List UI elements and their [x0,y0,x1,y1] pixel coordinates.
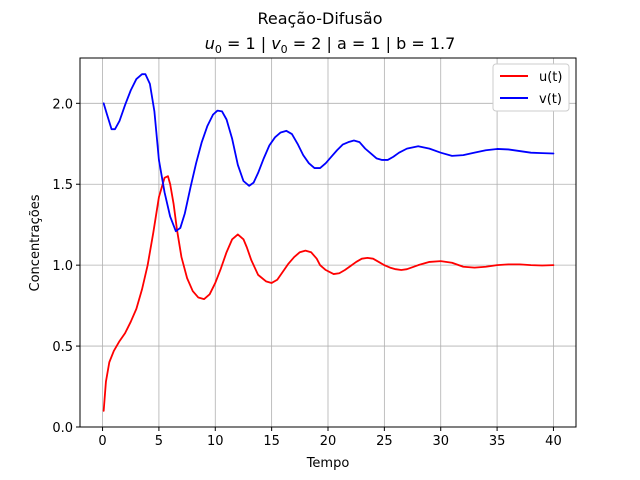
y-tick-label: 2.0 [52,97,73,112]
y-tick-label: 1.0 [52,259,73,274]
y-axis-ticks: 0.0 0.5 1.0 1.5 2.0 [52,97,80,436]
x-tick-label: 30 [432,434,449,449]
x-tick-label: 15 [263,434,280,449]
legend-label-v: v(t) [539,92,562,107]
x-axis-ticks: 0 5 10 15 20 25 30 35 40 [98,427,562,449]
legend: u(t) v(t) [492,63,570,112]
x-tick-label: 25 [376,434,393,449]
y-axis-label: Concentrações [28,194,43,291]
x-axis-label: Tempo [306,456,350,471]
x-tick-label: 5 [155,434,163,449]
x-tick-label: 0 [98,434,106,449]
chart-title: Reação-Difusão [258,9,383,28]
x-tick-label: 40 [545,434,562,449]
x-tick-label: 35 [489,434,506,449]
y-tick-label: 0.5 [52,340,73,355]
series-line-u [102,175,555,412]
chart-subtitle: u0 = 1 | v0 = 2 | a = 1 | b = 1.7 [205,34,456,56]
series-line-v [102,73,555,233]
legend-label-u: u(t) [539,70,562,85]
y-tick-label: 1.5 [52,178,73,193]
y-tick-label: 0.0 [52,421,73,436]
x-tick-label: 10 [207,434,224,449]
plot-area [102,73,555,412]
x-tick-label: 20 [320,434,337,449]
